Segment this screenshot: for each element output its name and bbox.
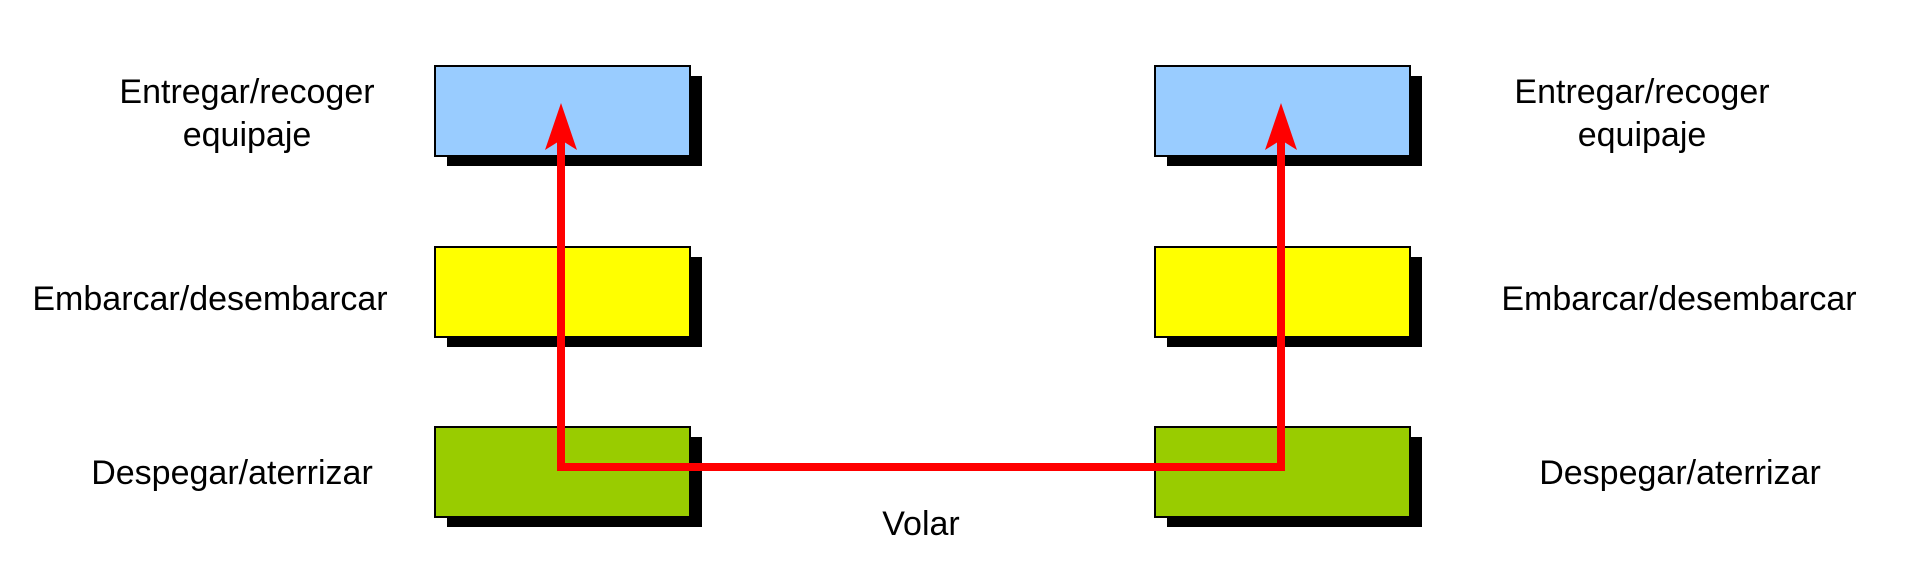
left-up-arrowhead: [545, 103, 577, 150]
left-baggage-label-line2: equipaje: [183, 116, 312, 154]
right-up-arrowhead: [1265, 103, 1297, 150]
right-baggage-label-line2: equipaje: [1578, 116, 1707, 154]
trip-path: [545, 103, 1297, 471]
left-baggage-label-line1: Entregar/recoger: [119, 73, 374, 111]
right-stack: Entregar/recoger equipaje Embarcar/desem…: [1154, 65, 1857, 527]
flight-label: Volar: [882, 505, 960, 543]
trip-path-line: [557, 140, 1285, 471]
left-runway-label: Despegar/aterrizar: [91, 454, 373, 492]
right-baggage-label-line1: Entregar/recoger: [1514, 73, 1769, 111]
left-stack: Entregar/recoger equipaje Embarcar/desem…: [32, 65, 702, 527]
right-boarding-label: Embarcar/desembarcar: [1501, 280, 1856, 318]
left-boarding-label: Embarcar/desembarcar: [32, 280, 387, 318]
right-runway-label: Despegar/aterrizar: [1539, 454, 1821, 492]
